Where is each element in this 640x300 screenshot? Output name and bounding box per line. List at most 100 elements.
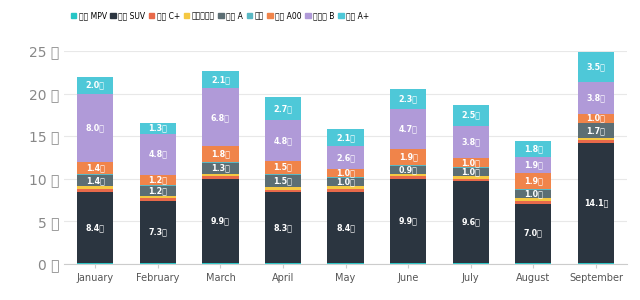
Bar bbox=[77, 192, 113, 263]
Bar bbox=[578, 52, 614, 82]
Text: 2.1千: 2.1千 bbox=[211, 75, 230, 84]
Bar bbox=[328, 177, 364, 178]
Text: 1.0千: 1.0千 bbox=[586, 114, 605, 123]
Text: 1.8千: 1.8千 bbox=[211, 150, 230, 159]
Bar bbox=[578, 123, 614, 138]
Text: 8.0千: 8.0千 bbox=[86, 123, 105, 132]
Bar bbox=[452, 105, 489, 126]
Text: 1.0千: 1.0千 bbox=[336, 178, 355, 187]
Bar bbox=[77, 94, 113, 162]
Bar bbox=[390, 176, 426, 179]
Text: 1.9千: 1.9千 bbox=[399, 153, 418, 162]
Bar bbox=[140, 123, 176, 134]
Bar bbox=[77, 175, 113, 187]
Bar bbox=[515, 203, 552, 263]
Text: 9.9千: 9.9千 bbox=[211, 217, 230, 226]
Bar bbox=[578, 140, 614, 143]
Bar bbox=[202, 179, 239, 263]
Bar bbox=[452, 182, 489, 263]
Text: 3.5千: 3.5千 bbox=[586, 62, 605, 71]
Bar bbox=[390, 109, 426, 149]
Text: 1.9千: 1.9千 bbox=[524, 176, 543, 185]
Bar bbox=[578, 82, 614, 114]
Bar bbox=[265, 97, 301, 120]
Bar bbox=[140, 198, 176, 201]
Bar bbox=[515, 190, 552, 198]
Text: 9.9千: 9.9千 bbox=[399, 217, 418, 226]
Bar bbox=[265, 161, 301, 174]
Bar bbox=[140, 196, 176, 198]
Bar bbox=[265, 175, 301, 187]
Bar bbox=[77, 189, 113, 192]
Text: 1.4千: 1.4千 bbox=[86, 163, 105, 172]
Text: 7.0千: 7.0千 bbox=[524, 229, 543, 238]
Text: 1.0千: 1.0千 bbox=[461, 158, 480, 167]
Bar bbox=[265, 174, 301, 175]
Bar bbox=[578, 138, 614, 140]
Bar bbox=[452, 176, 489, 179]
Bar bbox=[202, 70, 239, 88]
Bar bbox=[390, 165, 426, 166]
Text: 1.3千: 1.3千 bbox=[211, 164, 230, 172]
Bar bbox=[390, 149, 426, 165]
Text: 8.4千: 8.4千 bbox=[336, 223, 355, 232]
Text: 1.5千: 1.5千 bbox=[273, 176, 292, 185]
Bar bbox=[77, 76, 113, 94]
Bar bbox=[140, 175, 176, 185]
Bar bbox=[515, 173, 552, 189]
Bar bbox=[202, 263, 239, 264]
Text: 1.9千: 1.9千 bbox=[524, 160, 543, 169]
Text: 1.0千: 1.0千 bbox=[336, 168, 355, 177]
Bar bbox=[328, 128, 364, 146]
Bar bbox=[202, 146, 239, 162]
Text: 2.0千: 2.0千 bbox=[86, 81, 105, 90]
Bar bbox=[328, 263, 364, 264]
Bar bbox=[328, 146, 364, 169]
Text: 9.6千: 9.6千 bbox=[461, 218, 480, 227]
Text: 8.3千: 8.3千 bbox=[273, 223, 292, 232]
Bar bbox=[390, 263, 426, 264]
Bar bbox=[390, 179, 426, 263]
Text: 4.7千: 4.7千 bbox=[399, 124, 418, 134]
Text: 14.1千: 14.1千 bbox=[584, 199, 608, 208]
Text: 1.0千: 1.0千 bbox=[524, 190, 543, 199]
Bar bbox=[265, 263, 301, 264]
Text: 8.4千: 8.4千 bbox=[86, 223, 105, 232]
Text: 2.5千: 2.5千 bbox=[461, 111, 480, 120]
Text: 0.9千: 0.9千 bbox=[399, 165, 418, 174]
Bar bbox=[328, 187, 364, 189]
Bar bbox=[578, 263, 614, 264]
Bar bbox=[515, 157, 552, 173]
Text: 1.4千: 1.4千 bbox=[86, 176, 105, 185]
Bar bbox=[202, 176, 239, 179]
Bar bbox=[515, 201, 552, 203]
Bar bbox=[265, 187, 301, 190]
Text: 1.7千: 1.7千 bbox=[586, 126, 605, 135]
Bar bbox=[140, 201, 176, 263]
Text: 2.3千: 2.3千 bbox=[399, 94, 418, 103]
Bar bbox=[390, 89, 426, 109]
Bar bbox=[515, 141, 552, 157]
Bar bbox=[452, 168, 489, 176]
Text: 1.2千: 1.2千 bbox=[148, 175, 168, 184]
Text: 3.8千: 3.8千 bbox=[461, 138, 480, 147]
Bar bbox=[390, 166, 426, 174]
Bar bbox=[202, 174, 239, 176]
Bar bbox=[140, 185, 176, 186]
Bar bbox=[515, 198, 552, 201]
Bar bbox=[578, 143, 614, 263]
Bar bbox=[515, 263, 552, 264]
Bar bbox=[77, 162, 113, 174]
Bar bbox=[515, 189, 552, 190]
Bar bbox=[202, 162, 239, 163]
Bar bbox=[140, 186, 176, 196]
Text: 1.8千: 1.8千 bbox=[524, 145, 543, 154]
Text: 7.3千: 7.3千 bbox=[148, 227, 167, 236]
Bar bbox=[265, 192, 301, 263]
Text: 4.8千: 4.8千 bbox=[273, 136, 292, 145]
Bar bbox=[452, 167, 489, 168]
Bar bbox=[328, 178, 364, 187]
Bar bbox=[390, 174, 426, 176]
Bar bbox=[202, 88, 239, 146]
Bar bbox=[328, 192, 364, 263]
